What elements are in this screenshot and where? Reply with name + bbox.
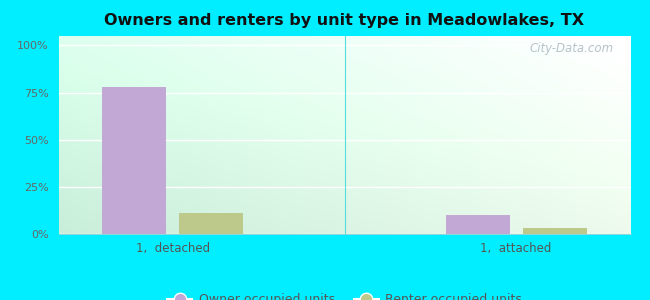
Bar — [179, 213, 243, 234]
Legend: Owner occupied units, Renter occupied units: Owner occupied units, Renter occupied un… — [162, 288, 526, 300]
Bar — [446, 215, 510, 234]
Bar — [103, 87, 166, 234]
Bar — [523, 228, 586, 234]
Title: Owners and renters by unit type in Meadowlakes, TX: Owners and renters by unit type in Meado… — [105, 13, 584, 28]
Text: City-Data.com: City-Data.com — [529, 42, 614, 55]
